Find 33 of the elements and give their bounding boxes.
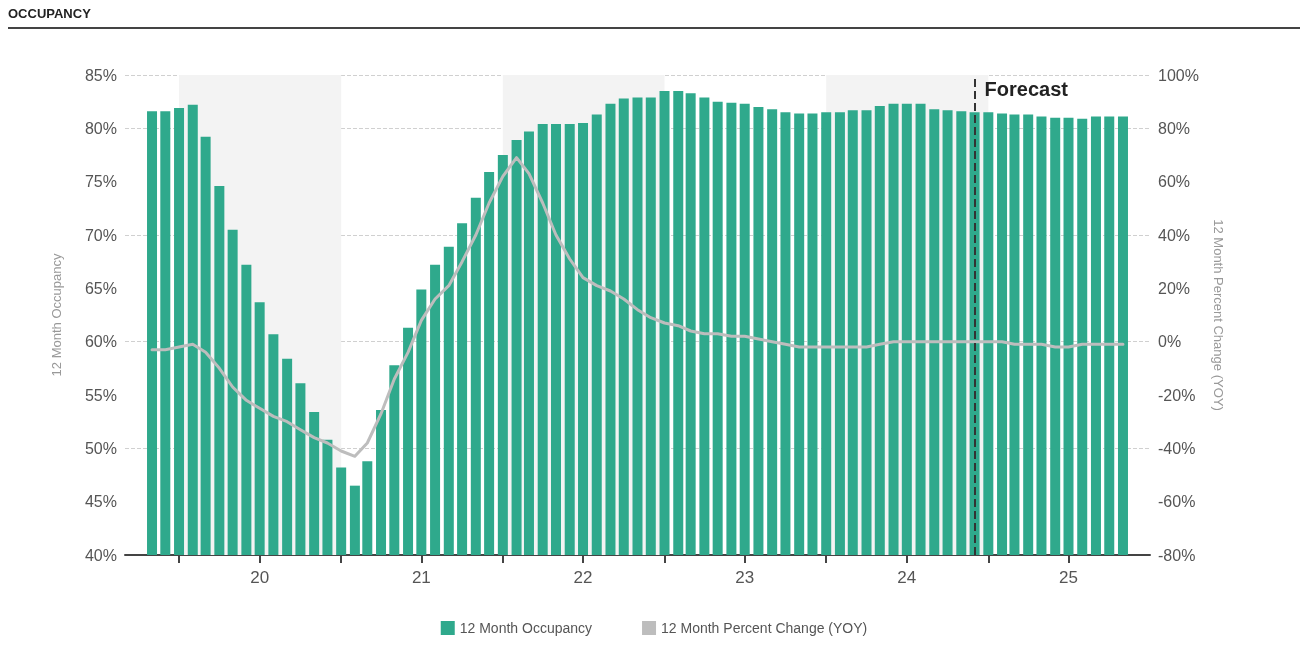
y2-tick-label: 60% — [1158, 173, 1191, 191]
x-tick-label: 20 — [250, 568, 270, 587]
ref-line-label: Forecast — [984, 78, 1069, 100]
y-tick-label: 55% — [84, 386, 117, 404]
y2-tick-label: 80% — [1158, 119, 1191, 137]
y2-tick-label: -80% — [1158, 546, 1196, 564]
legend-label: 12 Month Occupancy — [459, 620, 593, 636]
x-tick-label: 21 — [411, 568, 431, 587]
x-tick-label: 25 — [1059, 568, 1078, 587]
y2-axis-title: 12 Month Percent Change (YOY) — [1211, 219, 1226, 411]
y-tick-label: 85% — [84, 66, 117, 84]
line-series — [150, 156, 1125, 458]
y-tick-label: 70% — [84, 226, 117, 244]
x-tick-label: 24 — [897, 568, 917, 587]
x-tick-label: 22 — [573, 568, 593, 587]
y2-tick-label: -60% — [1158, 493, 1196, 511]
x-tick-label: 23 — [735, 568, 755, 587]
legend-label: 12 Month Percent Change (YOY) — [661, 620, 868, 636]
y-tick-label: 40% — [84, 546, 117, 564]
y2-tick-label: 20% — [1158, 279, 1191, 297]
y-tick-label: 45% — [84, 493, 117, 511]
y-tick-label: 75% — [84, 173, 117, 191]
y-tick-label: 80% — [84, 119, 117, 137]
y2-tick-label: 40% — [1158, 226, 1191, 244]
y-tick-label: 65% — [84, 279, 117, 297]
y-tick-label: 60% — [84, 333, 117, 351]
y2-tick-label: -20% — [1158, 386, 1196, 404]
y2-tick-label: -40% — [1158, 439, 1196, 457]
y-tick-label: 50% — [84, 439, 117, 457]
y2-tick-label: 100% — [1158, 66, 1199, 84]
chart-title: OCCUPANCY — [8, 6, 1300, 29]
y-axis-title: 12 Month Occupancy — [49, 253, 64, 377]
y2-tick-label: 0% — [1158, 333, 1182, 351]
